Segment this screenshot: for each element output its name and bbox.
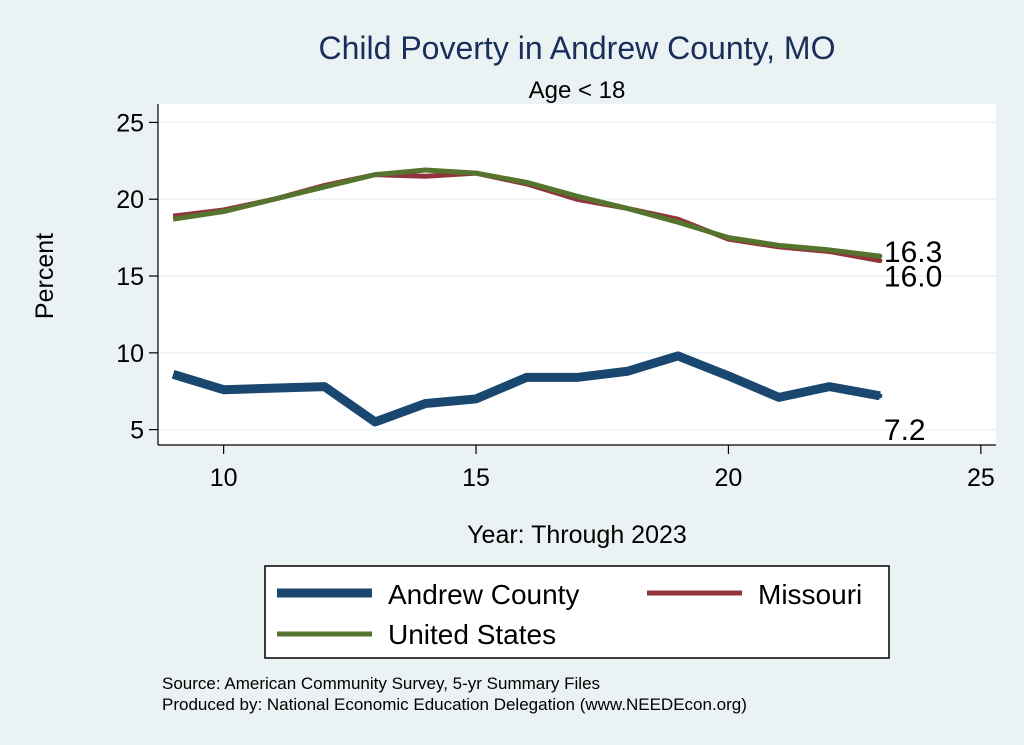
legend-box [264,565,890,659]
x-tick-label-15: 15 [462,464,490,492]
end-label-missouri: 16.0 [884,261,942,294]
x-axis-title: Year: Through 2023 [467,521,687,549]
y-tick-label-20: 20 [116,186,144,214]
end-point-andrew-county [877,393,883,399]
source-line-1: Source: American Community Survey, 5-yr … [162,674,600,693]
y-tick-label-25: 25 [116,109,144,137]
legend: Andrew County Missouri United States [264,565,890,659]
legend-label-missouri: Missouri [758,579,862,610]
legend-label-united-states: United States [388,619,556,650]
legend-label-andrew-county: Andrew County [388,579,579,610]
end-point-missouri [877,258,883,264]
chart-subtitle: Age < 18 [529,77,626,104]
x-tick-label-25: 25 [967,464,995,492]
source-line-2: Produced by: National Economic Education… [162,695,747,714]
y-tick-label-5: 5 [130,417,144,445]
axes: 5 10 15 20 25 10 15 20 25 [116,104,996,492]
end-label-united-states: 16.3 [884,236,942,269]
y-tick-label-15: 15 [116,263,144,291]
series-line-united-states [172,167,881,259]
x-tick-label-20: 20 [715,464,743,492]
end-label-andrew-county: 7.2 [884,414,926,447]
end-point-united-states [877,253,883,259]
series-line-andrew-county [171,351,881,427]
y-axis-title: Percent [31,233,59,319]
end-labels: 7.2 16.016.3 [884,236,942,447]
chart-title: Child Poverty in Andrew County, MO [319,30,836,66]
x-tick-label-10: 10 [210,464,238,492]
series-lines [171,167,883,427]
y-tick-label-10: 10 [116,340,144,368]
